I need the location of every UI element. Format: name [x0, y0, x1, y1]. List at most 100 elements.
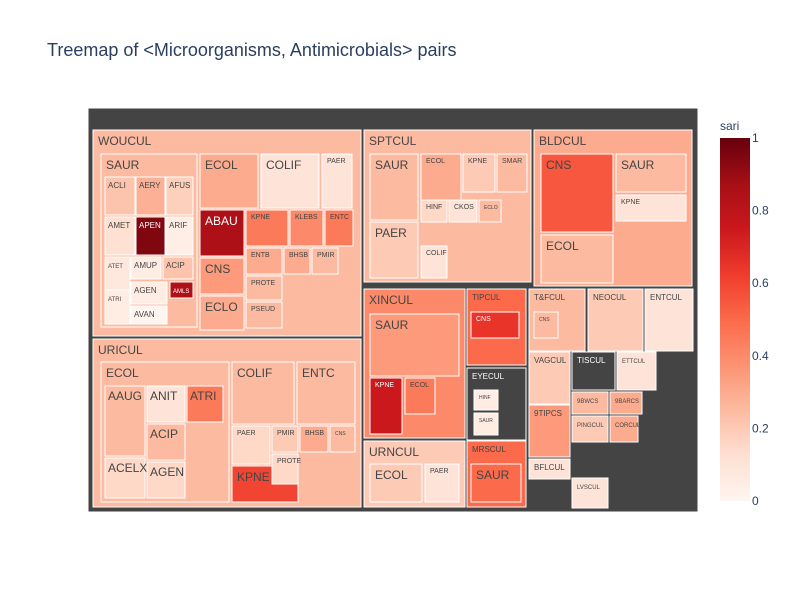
specimen-tile[interactable]: [571, 391, 609, 415]
specimen-tile[interactable]: [571, 351, 616, 391]
organism-label: PROTE: [277, 458, 301, 465]
organism-tile[interactable]: [369, 377, 403, 435]
organism-tile[interactable]: [199, 153, 259, 209]
organism-tile[interactable]: [369, 463, 423, 503]
antimicrobial-tile[interactable]: [165, 216, 194, 256]
specimen-tile[interactable]: [528, 404, 571, 458]
antimicrobial-tile[interactable]: [104, 216, 136, 256]
organism-tile[interactable]: [231, 361, 295, 425]
organism-label: ECLO: [205, 300, 238, 314]
organism-label: ECLO: [484, 205, 498, 211]
specimen-tile[interactable]: [616, 351, 657, 391]
antimicrobial-label: AMLS: [173, 289, 189, 295]
organism-label: HINF: [479, 395, 491, 401]
antimicrobial-label: ACLI: [108, 181, 126, 190]
specimen-tile[interactable]: [571, 477, 609, 509]
colorbar-tick-label: 0.6: [752, 276, 769, 290]
antimicrobial-tile[interactable]: [130, 256, 162, 280]
specimen-tile[interactable]: [587, 288, 644, 352]
antimicrobial-tile[interactable]: [104, 385, 146, 457]
organism-label: PAER: [327, 158, 346, 165]
organism-tile[interactable]: [369, 153, 419, 221]
organism-label: SAUR: [479, 418, 493, 424]
organism-tile[interactable]: [321, 153, 353, 209]
organism-tile[interactable]: [424, 463, 460, 503]
antimicrobial-tile[interactable]: [104, 256, 131, 294]
organism-tile[interactable]: [420, 245, 448, 279]
organism-tile[interactable]: [404, 377, 436, 415]
antimicrobial-tile[interactable]: [146, 385, 186, 423]
organism-tile[interactable]: [540, 153, 614, 233]
antimicrobial-tile[interactable]: [169, 281, 194, 299]
organism-tile[interactable]: [540, 234, 614, 284]
organism-label: PMIR: [277, 430, 295, 437]
organism-tile[interactable]: [369, 313, 460, 377]
antimicrobial-tile[interactable]: [130, 305, 168, 325]
organism-tile[interactable]: [245, 301, 283, 329]
antimicrobial-tile[interactable]: [162, 256, 194, 280]
specimen-label: LVSCUL: [577, 485, 601, 491]
organism-label: PSEUD: [251, 306, 275, 313]
specimen-tile[interactable]: [528, 351, 571, 405]
organism-tile[interactable]: [199, 257, 245, 295]
organism-tile[interactable]: [462, 153, 496, 193]
antimicrobial-tile[interactable]: [104, 457, 146, 499]
organism-tile[interactable]: [245, 275, 283, 301]
organism-tile[interactable]: [470, 463, 522, 503]
antimicrobial-label: ACIP: [166, 261, 185, 270]
organism-tile[interactable]: [615, 153, 687, 193]
organism-tile[interactable]: [311, 247, 339, 275]
organism-tile[interactable]: [329, 425, 356, 453]
antimicrobial-label: ATRI: [108, 297, 122, 303]
antimicrobial-tile[interactable]: [146, 461, 186, 499]
antimicrobial-tile[interactable]: [165, 176, 194, 216]
antimicrobial-label: AGEN: [150, 465, 184, 479]
organism-label: KPNE: [375, 382, 394, 389]
organism-label: COLIF: [426, 250, 447, 257]
organism-tile[interactable]: [231, 425, 271, 465]
antimicrobial-tile[interactable]: [130, 281, 168, 305]
colorbar-tick-label: 0.2: [752, 421, 769, 435]
organism-tile[interactable]: [296, 361, 356, 425]
specimen-tile[interactable]: [609, 391, 643, 415]
organism-tile[interactable]: [283, 247, 311, 275]
organism-tile[interactable]: [615, 194, 687, 222]
organism-label: ENTB: [251, 252, 270, 259]
organism-tile[interactable]: [289, 209, 324, 247]
specimen-tile[interactable]: [644, 288, 694, 352]
antimicrobial-tile[interactable]: [135, 216, 166, 256]
colorbar-tick-label: 0.8: [752, 204, 769, 218]
organism-tile[interactable]: [448, 199, 478, 223]
organism-tile[interactable]: [533, 311, 559, 339]
organism-tile[interactable]: [478, 199, 502, 223]
organism-label: CNS: [205, 262, 230, 276]
antimicrobial-tile[interactable]: [104, 289, 131, 325]
organism-tile[interactable]: [420, 199, 448, 223]
organism-tile[interactable]: [245, 209, 289, 247]
organism-tile[interactable]: [199, 295, 245, 331]
organism-tile[interactable]: [496, 153, 528, 193]
specimen-label: URICUL: [98, 343, 143, 357]
organism-tile[interactable]: [470, 311, 520, 339]
specimen-tile[interactable]: [528, 458, 571, 480]
organism-tile[interactable]: [245, 247, 283, 275]
organism-tile[interactable]: [473, 412, 499, 436]
organism-tile[interactable]: [271, 425, 299, 453]
antimicrobial-tile[interactable]: [186, 385, 224, 423]
organism-tile[interactable]: [324, 209, 354, 247]
organism-tile[interactable]: [473, 389, 499, 411]
specimen-label: BFLCUL: [534, 463, 565, 472]
antimicrobial-tile[interactable]: [135, 176, 166, 216]
organism-tile[interactable]: [271, 453, 299, 485]
specimen-tile[interactable]: [571, 415, 609, 443]
antimicrobial-tile[interactable]: [104, 176, 136, 216]
antimicrobial-tile[interactable]: [146, 423, 186, 461]
organism-label: COLIF: [266, 158, 301, 172]
specimen-tile[interactable]: [609, 415, 639, 443]
organism-tile[interactable]: [369, 221, 419, 279]
organism-tile[interactable]: [420, 153, 462, 201]
organism-tile[interactable]: [199, 209, 245, 257]
organism-tile[interactable]: [260, 153, 320, 209]
colorbar-tick-label: 0: [752, 494, 759, 508]
organism-tile[interactable]: [299, 425, 329, 453]
